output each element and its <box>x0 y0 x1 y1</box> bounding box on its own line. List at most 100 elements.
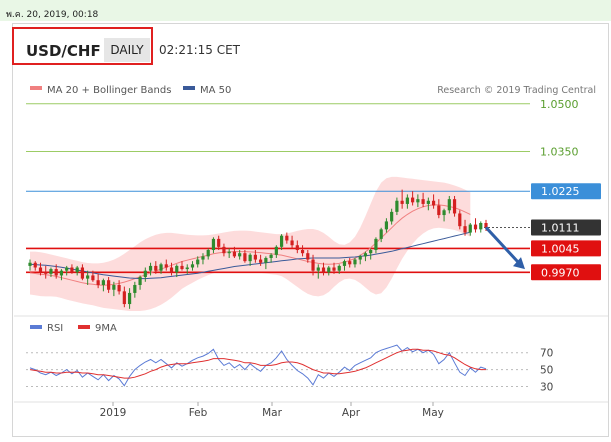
candle-body <box>458 213 462 227</box>
x-tick-apr: Apr <box>342 407 361 419</box>
candle-body <box>154 265 158 271</box>
candle-body <box>264 257 268 263</box>
level-1-0225-label: 1.0225 <box>541 185 580 198</box>
symbol-label[interactable]: USD/CHF <box>26 42 101 60</box>
candle-body <box>311 259 315 271</box>
x-tick-feb: Feb <box>189 407 208 419</box>
candle-body <box>38 267 43 273</box>
candle-body <box>337 265 341 271</box>
candle-body <box>101 280 105 285</box>
candle-body <box>190 264 195 268</box>
candle-body <box>185 267 189 270</box>
candle-body <box>274 246 278 255</box>
candle-body <box>196 259 200 265</box>
candle-body <box>227 251 231 254</box>
candle-body <box>332 267 336 271</box>
candle-body <box>363 253 368 257</box>
candle-body <box>211 238 216 251</box>
candle-body <box>175 265 179 273</box>
candle-body <box>431 200 436 206</box>
level-1-0111-badge <box>531 219 601 236</box>
legend-rsi-label: RSI <box>47 323 63 334</box>
x-tick-mar: Mar <box>262 407 282 419</box>
candle-body <box>405 197 409 204</box>
candle-body <box>169 267 174 273</box>
level-1-0045-label: 1.0045 <box>541 242 580 255</box>
symbol-highlight-box <box>12 27 153 65</box>
candle-body <box>426 200 430 204</box>
candle-body <box>59 270 64 276</box>
candle-body <box>148 265 153 271</box>
forecast-arrow-head <box>513 257 525 270</box>
candle-body <box>54 269 58 276</box>
candle-body <box>253 254 257 260</box>
candle-body <box>159 264 163 271</box>
candle-body <box>442 210 446 216</box>
candle-body <box>395 200 399 212</box>
time-label: 02:21:15 CET <box>159 43 240 57</box>
rsi-tick-70: 70 <box>540 348 553 360</box>
level-0-9970-label: 0.9970 <box>541 266 580 279</box>
bollinger-band-fill <box>30 176 471 311</box>
legend-ma20-label: MA 20 + Bollinger Bands <box>47 85 171 96</box>
candle-body <box>238 253 242 257</box>
candle-body <box>133 284 137 293</box>
candle-body <box>384 221 389 230</box>
rsi-9ma-line <box>29 348 486 379</box>
candle-body <box>369 250 373 254</box>
candle-body <box>353 259 357 265</box>
candle-body <box>327 267 331 273</box>
level-1-0111-label: 1.0111 <box>541 221 580 234</box>
level-0-9970-badge <box>531 264 601 281</box>
candle-body <box>374 238 378 251</box>
legend-9ma-label: 9MA <box>95 323 117 334</box>
candle-body <box>390 211 394 222</box>
candle-body <box>180 265 184 270</box>
candle-body <box>306 253 310 260</box>
chart-credit: Research © 2019 Trading Central <box>437 85 596 96</box>
candle-body <box>473 224 478 230</box>
candle-body <box>243 253 247 262</box>
legend-ma20-swatch <box>30 86 42 90</box>
candle-body <box>269 254 273 258</box>
forecast-arrow-shaft <box>484 226 521 265</box>
level-1-0045-badge <box>531 240 601 257</box>
candle-body <box>143 270 147 278</box>
timeframe-button[interactable]: DAILY <box>104 38 150 62</box>
legend-ma50-label: MA 50 <box>200 85 231 96</box>
candle-body <box>70 267 74 273</box>
candle-body <box>321 267 326 273</box>
candle-body <box>468 224 472 233</box>
candle-body <box>232 251 237 257</box>
candle-body <box>259 259 263 263</box>
candle-body <box>348 261 352 265</box>
candle-body <box>300 250 305 254</box>
candle-body <box>138 277 142 285</box>
candle-body <box>295 245 299 251</box>
candle-body <box>447 199 451 211</box>
candle-body <box>411 197 415 203</box>
candle-body <box>65 267 69 271</box>
candle-body <box>222 246 226 254</box>
candle-body <box>400 200 404 204</box>
x-tick-2019: 2019 <box>100 407 127 419</box>
rsi-tick-50: 50 <box>540 365 553 377</box>
candle-body <box>80 267 85 279</box>
candle-body <box>416 199 420 203</box>
candle-body <box>217 238 221 247</box>
candle-body <box>206 250 210 257</box>
candle-body <box>452 199 457 214</box>
candle-body <box>463 226 467 233</box>
top-bar: พ.ค. 20, 2019, 00:18 <box>0 0 611 21</box>
candle-body <box>248 254 252 262</box>
candle-body <box>122 291 126 305</box>
candle-body <box>107 280 111 290</box>
candle-body <box>33 262 37 268</box>
candle-body <box>164 264 168 268</box>
candle-body <box>91 275 95 281</box>
rsi-line <box>29 344 487 387</box>
candle-body <box>379 229 383 239</box>
legend-ma50-swatch <box>183 86 195 90</box>
candle-body <box>479 222 483 230</box>
